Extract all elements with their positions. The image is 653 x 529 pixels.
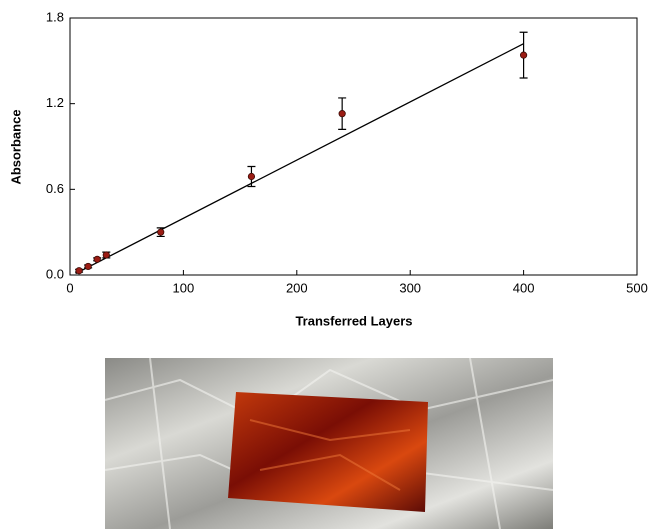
data-point xyxy=(158,229,164,235)
plot-frame xyxy=(70,18,637,275)
x-tick-label: 0 xyxy=(66,280,73,295)
y-tick-label: 1.8 xyxy=(46,9,64,24)
fit-line xyxy=(76,44,524,274)
photo xyxy=(105,358,553,529)
data-point xyxy=(94,256,100,262)
y-axis-title: Absorbance xyxy=(8,109,23,184)
y-tick-label: 1.2 xyxy=(46,95,64,110)
page: {"chart_data": {"type": "scatter", "x_la… xyxy=(0,0,653,529)
data-point xyxy=(339,110,345,116)
x-tick-label: 200 xyxy=(286,280,308,295)
data-point xyxy=(520,52,526,58)
data-point xyxy=(103,252,109,258)
x-tick-label: 300 xyxy=(399,280,421,295)
data-point xyxy=(248,173,254,179)
x-axis-title: Transferred Layers xyxy=(295,313,412,328)
y-tick-label: 0.0 xyxy=(46,266,64,281)
y-tick-label: 0.6 xyxy=(46,181,64,196)
x-tick-label: 100 xyxy=(173,280,195,295)
x-tick-label: 400 xyxy=(513,280,535,295)
figure: Transferred Layers Absorbance 0.0 0.6 1.2 1… xyxy=(0,0,653,529)
data-point xyxy=(85,263,91,269)
data-point xyxy=(76,268,82,274)
x-tick-label: 500 xyxy=(626,280,648,295)
